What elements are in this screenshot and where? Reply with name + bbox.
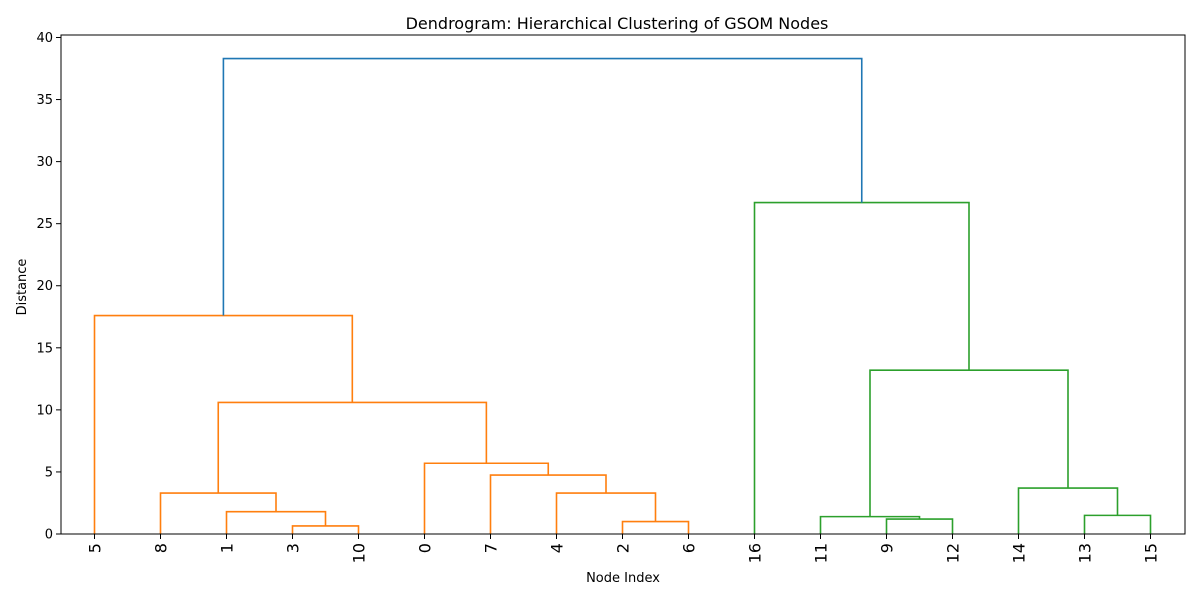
dendrogram-link	[225, 510, 327, 534]
leaf-label: 6	[680, 543, 699, 553]
dendrogram-link	[869, 369, 1069, 517]
leaf-label: 2	[614, 543, 633, 553]
leaf-label: 12	[944, 543, 963, 563]
leaf-label: 15	[1142, 543, 1161, 563]
x-axis-title: Node Index	[586, 571, 660, 586]
y-tick-label: 15	[36, 341, 53, 356]
leaf-label: 7	[482, 543, 501, 553]
leaf-label: 10	[350, 543, 369, 563]
leaf-label: 9	[878, 543, 897, 553]
leaf-label: 11	[812, 543, 831, 563]
leaf-label: 5	[86, 543, 105, 553]
dendrogram-links	[93, 57, 1152, 534]
leaf-label: 1	[218, 543, 237, 553]
y-tick-label: 20	[36, 279, 53, 294]
leaf-label: 14	[1010, 543, 1029, 563]
leaf-label: 4	[548, 543, 567, 553]
dendrogram-link	[222, 57, 863, 316]
leaf-label: 0	[416, 543, 435, 553]
y-tick-label: 40	[36, 31, 53, 46]
dendrogram-link	[159, 492, 277, 534]
dendrogram-link	[555, 492, 657, 534]
y-axis: 0 5 10 15 20 25 30 35 40	[36, 31, 61, 543]
chart-title: Dendrogram: Hierarchical Clustering of G…	[406, 14, 829, 33]
y-tick-label: 10	[36, 403, 53, 418]
y-tick-label: 25	[36, 217, 53, 232]
dendrogram-link	[819, 515, 921, 534]
y-tick-label: 30	[36, 155, 53, 170]
leaf-label: 3	[284, 543, 303, 553]
leaf-label: 16	[746, 543, 765, 563]
leaf-label: 13	[1076, 543, 1095, 563]
plot-frame	[60, 34, 1186, 535]
y-tick-label: 0	[45, 528, 53, 543]
y-axis-title: Distance	[15, 259, 30, 316]
dendrogram-link	[1083, 514, 1152, 534]
dendrogram-link	[489, 474, 607, 534]
dendrogram-link	[93, 314, 354, 534]
y-tick-label: 35	[36, 93, 53, 108]
dendrogram-link	[423, 462, 550, 534]
x-axis: 5 8 1 3 10 0 7 4 2 6 16 11 9 12 14 13 15	[86, 534, 1161, 563]
y-tick-label: 5	[45, 465, 53, 480]
dendrogram-link	[885, 518, 954, 534]
dendrogram-link	[621, 520, 690, 534]
leaf-label: 8	[152, 543, 171, 553]
dendrogram-link	[753, 201, 970, 534]
dendrogram-link	[1017, 487, 1119, 534]
dendrogram-link	[291, 525, 360, 534]
dendrogram-link	[217, 401, 488, 494]
